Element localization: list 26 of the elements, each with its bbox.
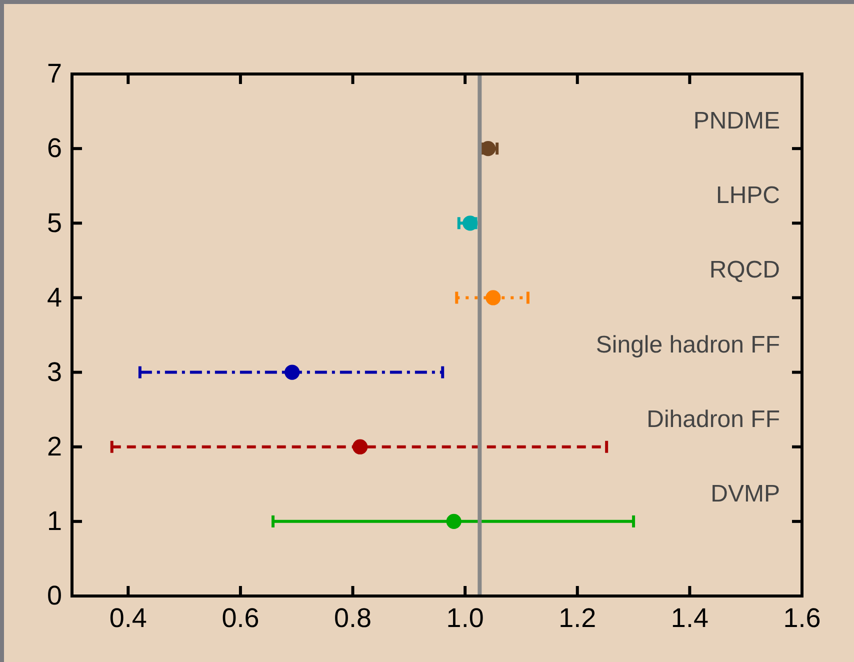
point	[352, 439, 368, 454]
y-tick-label: 0	[46, 580, 62, 611]
x-tick-label: 1.4	[670, 603, 708, 634]
text: PNDME	[693, 108, 780, 135]
y-tick-label: 3	[46, 356, 62, 387]
y-tick-label: 6	[46, 133, 62, 164]
x-tick-label: 0.6	[222, 603, 260, 634]
y-tick-label: 1	[46, 506, 62, 536]
point	[486, 290, 501, 306]
point	[446, 514, 462, 529]
x-tick-label: 0.8	[334, 603, 372, 634]
text: LHPC	[716, 182, 780, 210]
y-tick-label: 5	[46, 208, 62, 238]
x-tick-label: 0.4	[109, 603, 147, 634]
text: Single hadron FF	[596, 331, 780, 358]
text: DVMP	[710, 480, 780, 508]
point	[462, 216, 478, 231]
y-tick-label: 7	[46, 58, 62, 89]
text: RQCD	[709, 256, 780, 284]
x-tick-label: 1.0	[446, 603, 484, 634]
y-tick-label: 4	[46, 282, 62, 312]
y-tick-label: 2	[46, 431, 62, 462]
x-tick-label: 1.6	[783, 603, 821, 634]
point	[284, 364, 300, 380]
text: Dihadron FF	[646, 406, 780, 433]
x-tick-label: 1.2	[558, 603, 596, 634]
